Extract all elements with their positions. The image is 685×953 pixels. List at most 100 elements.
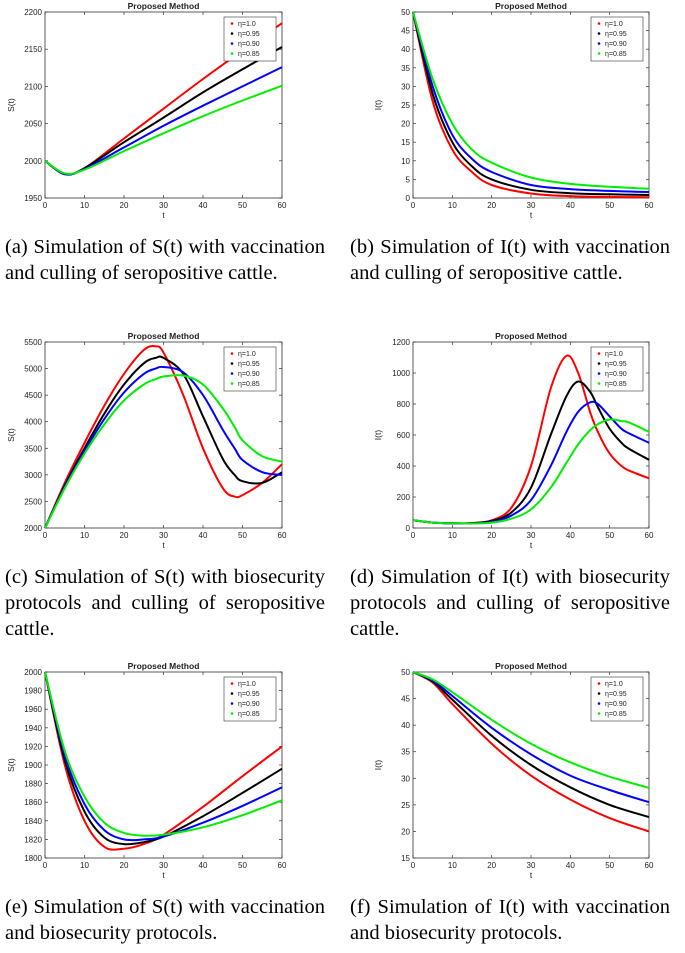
legend-label-2: η=0.90	[605, 701, 627, 708]
panel-e: Proposed Method 0 10 20 30 40 50 60 1800 1820 1840…	[0, 660, 342, 953]
series-line-0	[44, 671, 283, 851]
y-tick-label: 20	[401, 827, 410, 836]
series-line-2	[412, 671, 650, 804]
legend-marker-2	[597, 702, 601, 705]
legend-label-1: η=0.95	[238, 361, 260, 368]
y-tick-label: 600	[397, 431, 411, 440]
y-tick-label: 200	[397, 493, 411, 502]
legend-marker-1	[230, 692, 234, 695]
caption-a: (a) Simulation of S(t) with vaccination …	[5, 236, 325, 284]
y-tick-label: 2100	[24, 82, 42, 91]
legend-marker-3	[597, 382, 601, 385]
x-tick-label: 60	[278, 861, 287, 870]
y-tick-label: 35	[401, 748, 410, 757]
y-tick-label: 25	[401, 101, 410, 110]
x-axis-label: t	[162, 870, 165, 880]
y-tick-label: 40	[401, 45, 410, 54]
series-line-3	[412, 671, 650, 789]
series-line-2	[412, 11, 650, 193]
chart-title: Proposed Method	[128, 1, 200, 11]
legend-label-2: η=0.90	[605, 41, 627, 48]
x-tick-label: 60	[645, 861, 654, 870]
legend-marker-0	[597, 352, 601, 355]
panel-f: Proposed Method 0 10 20 30 40 50 60 15 20 25 30 35 40…	[345, 660, 685, 953]
x-tick-label: 10	[448, 531, 457, 540]
x-tick-label: 60	[278, 201, 287, 210]
x-tick-label: 30	[527, 531, 536, 540]
x-tick-label: 30	[527, 861, 536, 870]
y-tick-label: 1900	[24, 761, 42, 770]
chart-a: Proposed Method 0 10 20 30 40 50 60 1950 2000 2050…	[6, 1, 287, 220]
y-tick-label: 5500	[24, 338, 42, 347]
x-tick-label: 10	[80, 531, 89, 540]
legend-label-0: η=1.0	[238, 21, 256, 28]
caption-f: (f) Simulation of I(t) with vaccination …	[350, 896, 670, 944]
y-tick-label: 1860	[24, 798, 42, 807]
y-tick-label: 2500	[24, 497, 42, 506]
legend-marker-2	[230, 372, 234, 375]
legend-label-0: η=1.0	[605, 351, 623, 358]
series-line-0	[412, 11, 650, 199]
y-tick-label: 3000	[24, 471, 42, 480]
series-line-1	[44, 671, 283, 846]
y-tick-label: 4000	[24, 418, 42, 427]
y-tick-label: 2000	[24, 524, 42, 533]
series-line-3	[44, 671, 283, 837]
legend-marker-3	[230, 712, 234, 715]
series-line-3	[412, 418, 650, 525]
x-tick-label: 0	[411, 531, 416, 540]
chart-title: Proposed Method	[128, 661, 200, 671]
legend-label-2: η=0.90	[238, 371, 260, 378]
x-tick-label: 30	[159, 861, 168, 870]
x-tick-label: 30	[527, 201, 536, 210]
panel-d: Proposed Method 0 10 20 30 40 50 60 0 200 400 600 80…	[345, 330, 685, 650]
chart-b: Proposed Method 0 10 20 30 40 50 60 0 5 10 15 20 25 30…	[373, 1, 654, 220]
legend-label-1: η=0.95	[605, 31, 627, 38]
legend-marker-1	[597, 692, 601, 695]
legend-marker-2	[597, 42, 601, 45]
legend-label-1: η=0.95	[605, 691, 627, 698]
y-tick-label: 0	[406, 194, 411, 203]
x-tick-label: 20	[487, 531, 496, 540]
x-axis-label: t	[530, 540, 533, 550]
legend-label-0: η=1.0	[605, 21, 623, 28]
legend-marker-0	[597, 682, 601, 685]
chart-title: Proposed Method	[495, 1, 567, 11]
x-tick-label: 50	[238, 531, 247, 540]
y-tick-label: 15	[401, 138, 410, 147]
y-tick-label: 40	[401, 721, 410, 730]
legend-label-3: η=0.85	[238, 711, 260, 718]
legend-marker-1	[230, 32, 234, 35]
legend-marker-3	[230, 52, 234, 55]
x-tick-label: 20	[120, 201, 129, 210]
y-tick-label: 1200	[392, 338, 410, 347]
legend-marker-3	[597, 712, 601, 715]
legend-marker-0	[230, 352, 234, 355]
legend-label-0: η=1.0	[605, 681, 623, 688]
y-tick-label: 1800	[24, 854, 42, 863]
x-tick-label: 20	[120, 531, 129, 540]
x-tick-label: 20	[120, 861, 129, 870]
y-tick-label: 45	[401, 695, 410, 704]
y-tick-label: 20	[401, 120, 410, 129]
series-line-2	[44, 365, 283, 529]
caption-d: (d) Simulation of I(t) with biosecurity …	[350, 566, 670, 640]
series-line-0	[44, 345, 283, 529]
x-tick-label: 0	[43, 531, 48, 540]
x-tick-label: 40	[566, 861, 575, 870]
legend-label-3: η=0.85	[605, 51, 627, 58]
y-tick-label: 800	[397, 400, 411, 409]
x-tick-label: 50	[605, 861, 614, 870]
y-tick-label: 1880	[24, 780, 42, 789]
caption-b: (b) Simulation of I(t) with vaccination …	[350, 236, 670, 284]
legend-label-3: η=0.85	[605, 711, 627, 718]
y-tick-label: 1940	[24, 724, 42, 733]
chart-title: Proposed Method	[495, 331, 567, 341]
legend: η=1.0 η=0.95 η=0.90 η=0.85	[590, 676, 644, 722]
legend-marker-0	[230, 682, 234, 685]
y-tick-label: 30	[401, 82, 410, 91]
y-tick-label: 2150	[24, 45, 42, 54]
legend-label-3: η=0.85	[605, 381, 627, 388]
x-tick-label: 30	[159, 531, 168, 540]
